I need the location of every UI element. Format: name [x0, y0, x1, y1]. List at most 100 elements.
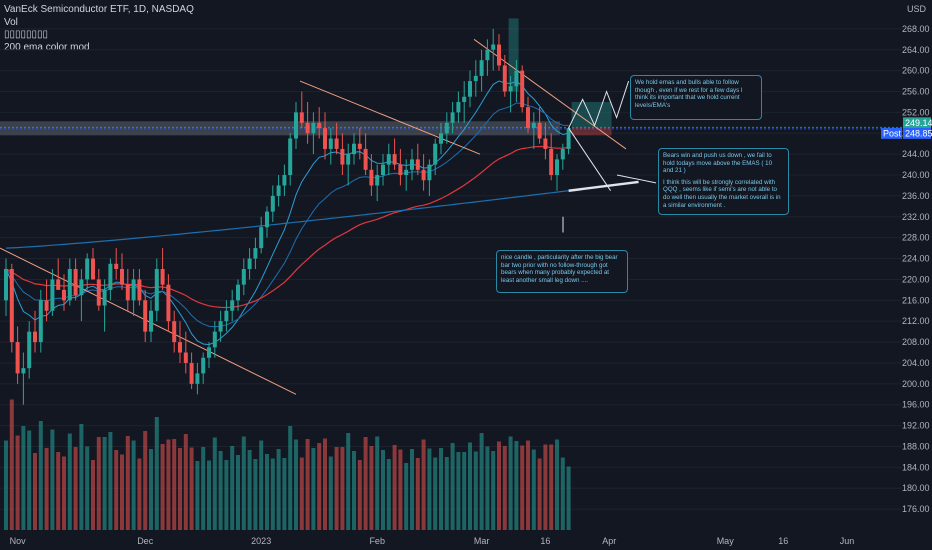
volume-bar	[96, 437, 101, 530]
volume-bar	[549, 444, 554, 530]
annotation-text: nice candle , particularity after the bi…	[501, 254, 618, 284]
candle	[450, 101, 455, 134]
volume-bar	[555, 439, 559, 530]
candle	[514, 60, 519, 102]
ema-200-line	[5, 190, 569, 249]
highlight-zone	[508, 18, 519, 92]
volume-bar	[363, 437, 368, 530]
candle-body	[108, 263, 113, 290]
candle-body	[247, 258, 252, 269]
candle-body	[299, 112, 304, 123]
candle-body	[27, 331, 32, 369]
volume-bar	[531, 449, 536, 530]
candle	[149, 300, 153, 343]
candle	[352, 133, 356, 165]
post-price-tag: 248.85	[905, 128, 932, 138]
x-tick-label: Jun	[840, 536, 855, 546]
candle	[520, 65, 525, 113]
candle-body	[555, 159, 559, 176]
candle-body	[207, 347, 211, 358]
y-tick-label: 196.00	[902, 400, 930, 410]
y-tick-label: 260.00	[902, 66, 930, 76]
volume-bar	[392, 445, 397, 530]
candle-body	[172, 321, 177, 343]
volume-bar	[91, 460, 95, 530]
candle	[340, 133, 345, 176]
candle	[195, 362, 200, 395]
candle-body	[120, 269, 124, 285]
candle-body	[520, 70, 525, 108]
candle	[398, 148, 403, 186]
candle-body	[183, 352, 188, 363]
volume-bars	[4, 399, 571, 530]
candle	[38, 289, 43, 353]
candle-body	[456, 101, 461, 113]
volume-bar	[473, 451, 478, 530]
bullish-projection	[568, 80, 630, 129]
candle-body	[67, 269, 72, 301]
volume-bar	[114, 450, 119, 530]
symbol-title[interactable]: VanEck Semiconductor ETF, 1D, NASDAQ	[4, 4, 194, 15]
candle	[473, 60, 478, 97]
candle	[386, 143, 391, 176]
candle	[67, 258, 72, 306]
candle-body	[265, 211, 269, 228]
volume-bar	[224, 460, 229, 530]
volume-bar	[4, 440, 8, 530]
y-tick-label: 188.00	[902, 441, 930, 451]
volume-bar	[427, 448, 432, 530]
volume-bar	[172, 439, 177, 530]
candle-body	[96, 279, 101, 306]
candle-body	[427, 164, 432, 181]
volume-bar	[410, 449, 414, 530]
annotation-top-right[interactable]: We hold emas and bulls able to follow th…	[630, 75, 762, 120]
y-tick-label: 240.00	[902, 170, 930, 180]
annotation-bottom[interactable]: nice candle , particularity after the bi…	[496, 250, 628, 293]
candle	[375, 164, 380, 202]
volume-bar	[67, 433, 72, 530]
candle-body	[421, 169, 426, 181]
candle	[491, 28, 496, 71]
candle	[305, 101, 310, 144]
volume-label[interactable]: Vol	[4, 16, 18, 28]
candle	[410, 148, 414, 181]
volume-bar	[50, 429, 55, 530]
indicator-glyphs[interactable]: ▯▯▯▯▯▯▯▯	[4, 29, 49, 40]
volume-bar	[317, 443, 322, 530]
chart-grid	[0, 28, 902, 510]
x-tick-label: Nov	[10, 536, 27, 546]
volume-bar	[294, 439, 298, 530]
candle	[9, 263, 14, 353]
volume-bar	[270, 458, 275, 530]
candle	[334, 122, 339, 155]
volume-bar	[381, 450, 385, 530]
candle	[183, 331, 188, 374]
indicator-label[interactable]: 200 ema color mod	[4, 41, 90, 53]
candle-body	[357, 143, 362, 149]
chart-zones	[0, 18, 902, 136]
candle-body	[305, 122, 310, 134]
candle-body	[346, 154, 351, 165]
post-label-bg	[881, 127, 902, 139]
candle-body	[549, 148, 554, 176]
ema-lines	[5, 80, 639, 346]
candle-body	[502, 65, 507, 92]
volume-bar	[398, 449, 403, 530]
x-axis: NovDec2023FebMar16AprMay16JunJulAug	[10, 536, 855, 546]
candle-body	[375, 175, 380, 186]
volume-bar	[137, 458, 142, 530]
volume-bar	[462, 452, 467, 530]
candle	[253, 237, 258, 269]
candle	[114, 248, 119, 280]
candle	[508, 75, 513, 113]
y-tick-label: 184.00	[902, 462, 930, 472]
candle-body	[386, 154, 391, 165]
candle-body	[352, 143, 356, 155]
volume-bar	[259, 440, 264, 530]
candle-body	[9, 269, 14, 343]
volume-bar	[160, 444, 165, 530]
candle	[212, 321, 217, 358]
annotation-mid-right[interactable]: Bears win and push us down , we fail to …	[658, 148, 789, 215]
candle-body	[21, 368, 26, 374]
